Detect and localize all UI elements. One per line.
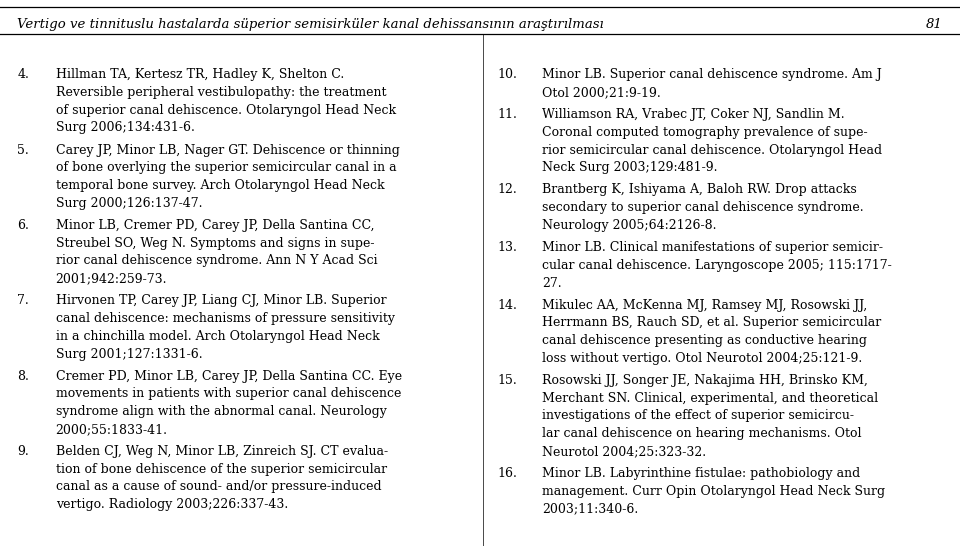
- Text: Streubel SO, Weg N. Symptoms and signs in supe-: Streubel SO, Weg N. Symptoms and signs i…: [56, 237, 374, 250]
- Text: 7.: 7.: [17, 294, 29, 307]
- Text: Neck Surg 2003;129:481-9.: Neck Surg 2003;129:481-9.: [542, 162, 718, 174]
- Text: Minor LB, Cremer PD, Carey JP, Della Santina CC,: Minor LB, Cremer PD, Carey JP, Della San…: [56, 219, 374, 232]
- Text: vertigo. Radiology 2003;226:337-43.: vertigo. Radiology 2003;226:337-43.: [56, 498, 288, 511]
- Text: secondary to superior canal dehiscence syndrome.: secondary to superior canal dehiscence s…: [542, 201, 864, 214]
- Text: in a chinchilla model. Arch Otolaryngol Head Neck: in a chinchilla model. Arch Otolaryngol …: [56, 330, 379, 343]
- Text: 27.: 27.: [542, 276, 562, 289]
- Text: Belden CJ, Weg N, Minor LB, Zinreich SJ. CT evalua-: Belden CJ, Weg N, Minor LB, Zinreich SJ.…: [56, 445, 388, 458]
- Text: Vertigo ve tinnituslu hastalarda süperior semisirküler kanal dehissansının araşt: Vertigo ve tinnituslu hastalarda süperio…: [17, 18, 604, 31]
- Text: Surg 2006;134:431-6.: Surg 2006;134:431-6.: [56, 122, 195, 134]
- Text: movements in patients with superior canal dehiscence: movements in patients with superior cana…: [56, 388, 401, 400]
- Text: canal dehiscence: mechanisms of pressure sensitivity: canal dehiscence: mechanisms of pressure…: [56, 312, 395, 325]
- Text: 81: 81: [926, 18, 943, 31]
- Text: 11.: 11.: [497, 108, 517, 121]
- Text: Neurology 2005;64:2126-8.: Neurology 2005;64:2126-8.: [542, 219, 717, 232]
- Text: Surg 2001;127:1331-6.: Surg 2001;127:1331-6.: [56, 348, 203, 360]
- Text: Brantberg K, Ishiyama A, Baloh RW. Drop attacks: Brantberg K, Ishiyama A, Baloh RW. Drop …: [542, 183, 857, 197]
- Text: tion of bone dehiscence of the superior semicircular: tion of bone dehiscence of the superior …: [56, 463, 387, 476]
- Text: loss without vertigo. Otol Neurotol 2004;25:121-9.: loss without vertigo. Otol Neurotol 2004…: [542, 352, 863, 365]
- Text: Neurotol 2004;25:323-32.: Neurotol 2004;25:323-32.: [542, 445, 707, 458]
- Text: Surg 2000;126:137-47.: Surg 2000;126:137-47.: [56, 197, 203, 210]
- Text: 10.: 10.: [497, 68, 517, 81]
- Text: of superior canal dehiscence. Otolaryngol Head Neck: of superior canal dehiscence. Otolaryngo…: [56, 104, 396, 117]
- Text: Minor LB. Superior canal dehiscence syndrome. Am J: Minor LB. Superior canal dehiscence synd…: [542, 68, 882, 81]
- Text: 13.: 13.: [497, 241, 517, 254]
- Text: syndrome align with the abnormal canal. Neurology: syndrome align with the abnormal canal. …: [56, 405, 387, 418]
- Text: Coronal computed tomography prevalence of supe-: Coronal computed tomography prevalence o…: [542, 126, 868, 139]
- Text: canal as a cause of sound- and/or pressure-induced: canal as a cause of sound- and/or pressu…: [56, 480, 381, 494]
- Text: 8.: 8.: [17, 370, 29, 383]
- Text: Cremer PD, Minor LB, Carey JP, Della Santina CC. Eye: Cremer PD, Minor LB, Carey JP, Della San…: [56, 370, 402, 383]
- Text: 6.: 6.: [17, 219, 29, 232]
- Text: of bone overlying the superior semicircular canal in a: of bone overlying the superior semicircu…: [56, 162, 396, 174]
- Text: Reversible peripheral vestibulopathy: the treatment: Reversible peripheral vestibulopathy: th…: [56, 86, 386, 99]
- Text: 4.: 4.: [17, 68, 29, 81]
- Text: 2003;11:340-6.: 2003;11:340-6.: [542, 503, 638, 515]
- Text: lar canal dehiscence on hearing mechanisms. Otol: lar canal dehiscence on hearing mechanis…: [542, 428, 862, 440]
- Text: Merchant SN. Clinical, experimental, and theoretical: Merchant SN. Clinical, experimental, and…: [542, 392, 878, 405]
- Text: management. Curr Opin Otolaryngol Head Neck Surg: management. Curr Opin Otolaryngol Head N…: [542, 485, 885, 498]
- Text: Hirvonen TP, Carey JP, Liang CJ, Minor LB. Superior: Hirvonen TP, Carey JP, Liang CJ, Minor L…: [56, 294, 386, 307]
- Text: 9.: 9.: [17, 445, 29, 458]
- Text: 14.: 14.: [497, 299, 517, 312]
- Text: rior canal dehiscence syndrome. Ann N Y Acad Sci: rior canal dehiscence syndrome. Ann N Y …: [56, 254, 377, 268]
- Text: Hillman TA, Kertesz TR, Hadley K, Shelton C.: Hillman TA, Kertesz TR, Hadley K, Shelto…: [56, 68, 344, 81]
- Text: Minor LB. Clinical manifestations of superior semicir-: Minor LB. Clinical manifestations of sup…: [542, 241, 883, 254]
- Text: Carey JP, Minor LB, Nager GT. Dehiscence or thinning: Carey JP, Minor LB, Nager GT. Dehiscence…: [56, 144, 399, 157]
- Text: 15.: 15.: [497, 374, 517, 387]
- Text: Mikulec AA, McKenna MJ, Ramsey MJ, Rosowski JJ,: Mikulec AA, McKenna MJ, Ramsey MJ, Rosow…: [542, 299, 868, 312]
- Text: 2000;55:1833-41.: 2000;55:1833-41.: [56, 423, 168, 436]
- Text: 2001;942:259-73.: 2001;942:259-73.: [56, 272, 167, 285]
- Text: temporal bone survey. Arch Otolaryngol Head Neck: temporal bone survey. Arch Otolaryngol H…: [56, 179, 384, 192]
- Text: 16.: 16.: [497, 467, 517, 480]
- Text: cular canal dehiscence. Laryngoscope 2005; 115:1717-: cular canal dehiscence. Laryngoscope 200…: [542, 259, 892, 272]
- Text: rior semicircular canal dehiscence. Otolaryngol Head: rior semicircular canal dehiscence. Otol…: [542, 144, 882, 157]
- Text: Williamson RA, Vrabec JT, Coker NJ, Sandlin M.: Williamson RA, Vrabec JT, Coker NJ, Sand…: [542, 108, 845, 121]
- Text: Herrmann BS, Rauch SD, et al. Superior semicircular: Herrmann BS, Rauch SD, et al. Superior s…: [542, 317, 881, 329]
- Text: canal dehiscence presenting as conductive hearing: canal dehiscence presenting as conductiv…: [542, 334, 868, 347]
- Text: Minor LB. Labyrinthine fistulae: pathobiology and: Minor LB. Labyrinthine fistulae: pathobi…: [542, 467, 861, 480]
- Text: 5.: 5.: [17, 144, 29, 157]
- Text: investigations of the effect of superior semicircu-: investigations of the effect of superior…: [542, 410, 854, 423]
- Text: Rosowski JJ, Songer JE, Nakajima HH, Brinsko KM,: Rosowski JJ, Songer JE, Nakajima HH, Bri…: [542, 374, 868, 387]
- Text: Otol 2000;21:9-19.: Otol 2000;21:9-19.: [542, 86, 661, 99]
- Text: 12.: 12.: [497, 183, 517, 197]
